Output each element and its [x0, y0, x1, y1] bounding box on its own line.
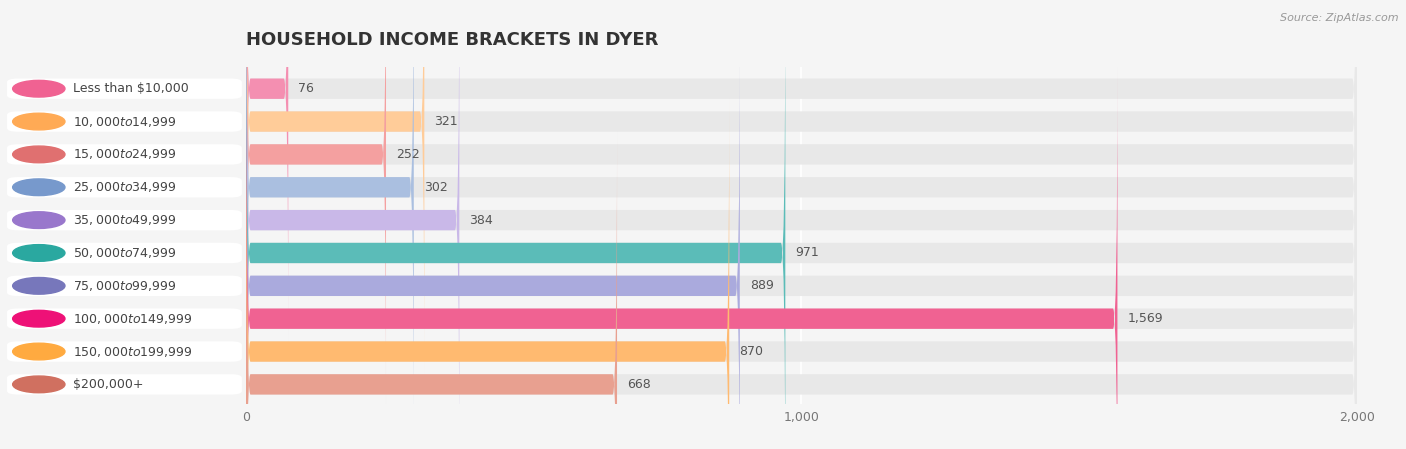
FancyBboxPatch shape [246, 0, 288, 341]
FancyBboxPatch shape [246, 0, 460, 449]
Text: $10,000 to $14,999: $10,000 to $14,999 [73, 114, 177, 128]
Text: $15,000 to $24,999: $15,000 to $24,999 [73, 147, 177, 161]
FancyBboxPatch shape [246, 0, 425, 374]
Text: 384: 384 [470, 214, 494, 227]
Text: 889: 889 [749, 279, 773, 292]
Text: 252: 252 [396, 148, 420, 161]
Text: $100,000 to $149,999: $100,000 to $149,999 [73, 312, 193, 326]
FancyBboxPatch shape [246, 132, 1357, 449]
Text: HOUSEHOLD INCOME BRACKETS IN DYER: HOUSEHOLD INCOME BRACKETS IN DYER [246, 31, 658, 49]
FancyBboxPatch shape [246, 33, 740, 449]
FancyBboxPatch shape [246, 132, 617, 449]
FancyBboxPatch shape [246, 33, 1357, 449]
Text: 1,569: 1,569 [1128, 312, 1163, 325]
Text: Source: ZipAtlas.com: Source: ZipAtlas.com [1281, 13, 1399, 23]
Text: $200,000+: $200,000+ [73, 378, 143, 391]
Text: $50,000 to $74,999: $50,000 to $74,999 [73, 246, 177, 260]
Text: $75,000 to $99,999: $75,000 to $99,999 [73, 279, 177, 293]
FancyBboxPatch shape [246, 66, 1357, 449]
Text: 76: 76 [298, 82, 314, 95]
FancyBboxPatch shape [246, 0, 786, 449]
FancyBboxPatch shape [246, 66, 1118, 449]
Text: 321: 321 [434, 115, 458, 128]
Text: Less than $10,000: Less than $10,000 [73, 82, 190, 95]
Text: 302: 302 [423, 181, 447, 194]
FancyBboxPatch shape [246, 0, 1357, 440]
FancyBboxPatch shape [246, 0, 1357, 449]
FancyBboxPatch shape [246, 0, 1357, 407]
Text: $150,000 to $199,999: $150,000 to $199,999 [73, 344, 193, 359]
FancyBboxPatch shape [246, 0, 387, 407]
FancyBboxPatch shape [246, 0, 1357, 341]
FancyBboxPatch shape [246, 99, 730, 449]
FancyBboxPatch shape [246, 99, 1357, 449]
Text: $25,000 to $34,999: $25,000 to $34,999 [73, 180, 177, 194]
Text: 870: 870 [740, 345, 763, 358]
FancyBboxPatch shape [246, 0, 1357, 449]
FancyBboxPatch shape [246, 0, 413, 440]
Text: 668: 668 [627, 378, 651, 391]
Text: 971: 971 [796, 247, 820, 260]
Text: $35,000 to $49,999: $35,000 to $49,999 [73, 213, 177, 227]
FancyBboxPatch shape [246, 0, 1357, 374]
